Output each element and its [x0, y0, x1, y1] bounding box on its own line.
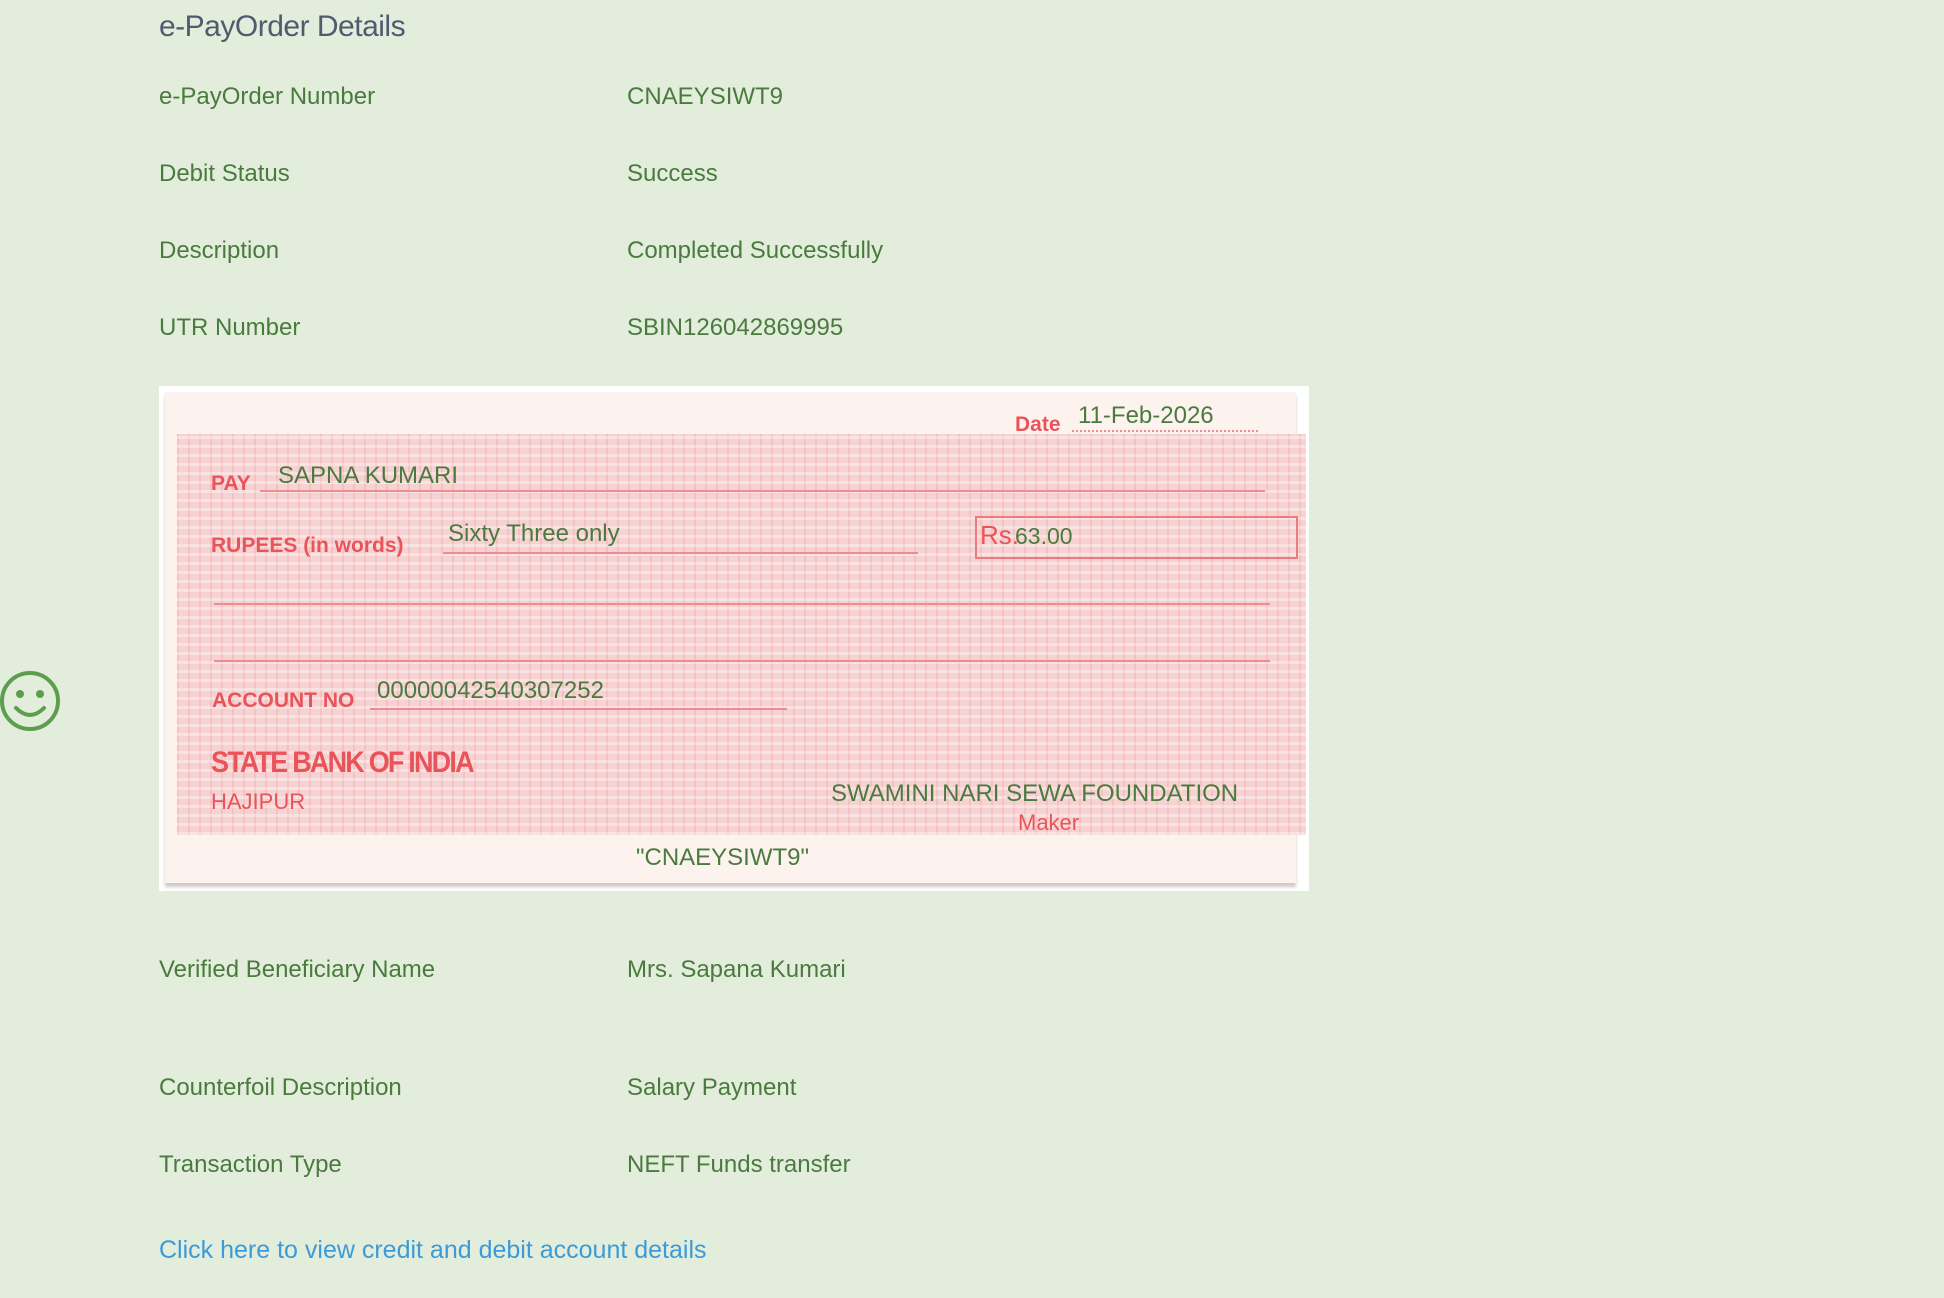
cheque-reference: "CNAEYSIWT9" [635, 844, 810, 871]
cheque-image: Date 11-Feb-2026 PAY SAPNA KUMARI RUPEES… [159, 386, 1309, 891]
account-line [370, 708, 787, 710]
payee-name: SAPNA KUMARI [278, 462, 459, 489]
utr-number-value: SBIN126042869995 [627, 314, 844, 341]
drawer-name: SWAMINI NARI SEWA FOUNDATION [831, 780, 1239, 807]
epayorder-number-value: CNAEYSIWT9 [627, 83, 784, 110]
account-number: 00000042540307252 [377, 677, 604, 704]
branch-name: HAJIPUR [211, 789, 306, 814]
verified-beneficiary-label: Verified Beneficiary Name [159, 956, 436, 983]
page-title: e-PayOrder Details [159, 10, 406, 43]
pay-line [260, 490, 1265, 492]
transaction-type-label: Transaction Type [159, 1151, 342, 1178]
counterfoil-description-value: Salary Payment [627, 1074, 797, 1101]
counterfoil-description-label: Counterfoil Description [159, 1074, 402, 1101]
cheque-security-pattern [177, 434, 1306, 835]
bank-name: STATE BANK OF INDIA [211, 746, 475, 779]
cheque-date: 11-Feb-2026 [1078, 402, 1214, 429]
amount-box [975, 516, 1298, 559]
blank-line-2 [214, 660, 1270, 662]
debit-status-value: Success [627, 160, 718, 187]
amount-in-words: Sixty Three only [448, 520, 620, 547]
description-label: Description [159, 237, 280, 264]
transaction-type-value: NEFT Funds transfer [627, 1151, 851, 1178]
view-account-details-link[interactable]: Click here to view credit and debit acco… [159, 1236, 707, 1264]
epayorder-number-label: e-PayOrder Number [159, 83, 376, 110]
date-line [1072, 430, 1258, 432]
smiley-icon[interactable] [0, 668, 62, 734]
drawer-role: Maker [1018, 810, 1080, 835]
cheque-card: Date 11-Feb-2026 PAY SAPNA KUMARI RUPEES… [165, 392, 1306, 883]
pay-label: PAY [211, 472, 251, 495]
utr-number-label: UTR Number [159, 314, 301, 341]
date-label: Date [1015, 413, 1061, 436]
verified-beneficiary-value: Mrs. Sapana Kumari [627, 956, 846, 983]
blank-line-1 [214, 603, 1270, 605]
rupees-line [443, 552, 918, 554]
rs-label: Rs. [980, 520, 1019, 550]
amount-figures: 63.00 [1015, 523, 1073, 549]
description-value: Completed Successfully [627, 237, 884, 264]
rupees-label: RUPEES (in words) [211, 534, 404, 557]
debit-status-label: Debit Status [159, 160, 290, 187]
account-no-label: ACCOUNT NO [212, 689, 355, 712]
